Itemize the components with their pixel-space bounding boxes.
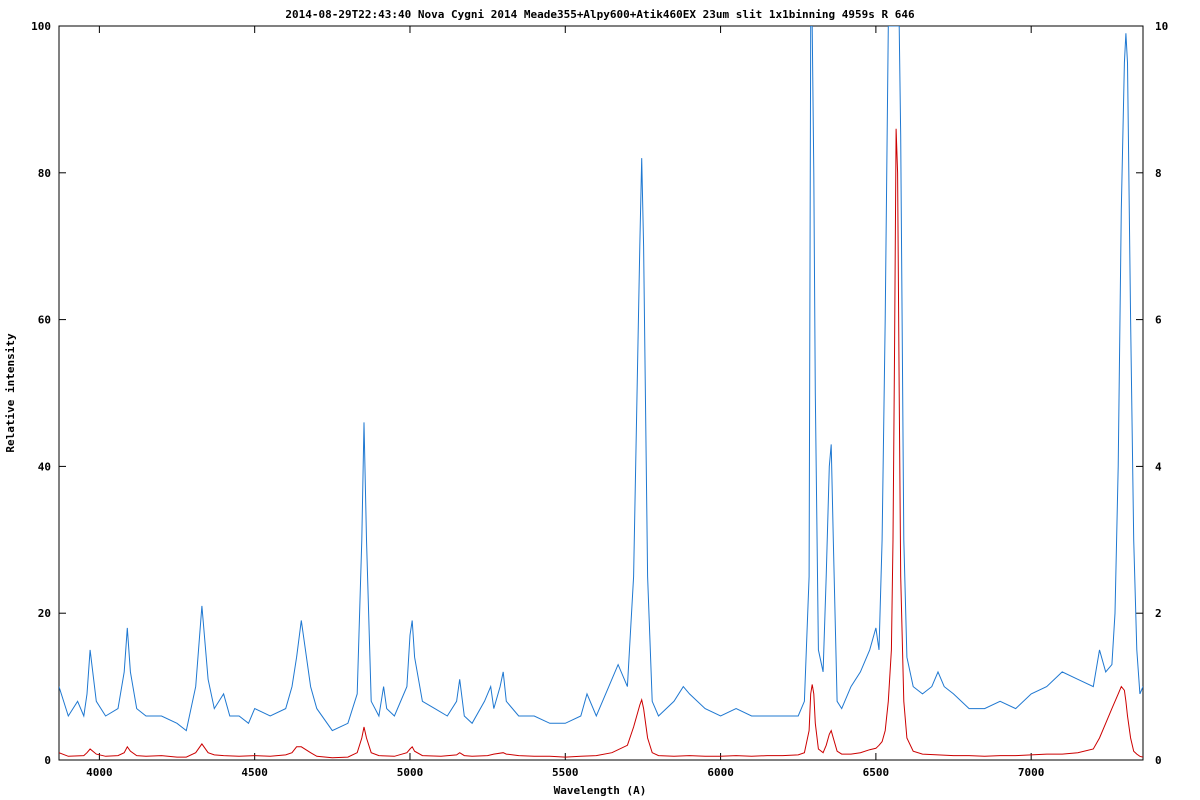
y-tick-label: 20 bbox=[38, 607, 51, 620]
series-layer bbox=[59, 26, 1143, 759]
x-axis-label: Wavelength (A) bbox=[554, 784, 647, 797]
x-tick-label: 7000 bbox=[1018, 766, 1045, 779]
chart-title: 2014-08-29T22:43:40 Nova Cygni 2014 Mead… bbox=[285, 8, 915, 21]
series-line-red bbox=[59, 128, 1143, 759]
x-tick-label: 4000 bbox=[86, 766, 113, 779]
y-tick-label: 60 bbox=[38, 314, 51, 327]
x-tick-label: 6500 bbox=[863, 766, 890, 779]
y2-tick-label: 6 bbox=[1155, 314, 1162, 327]
axis-ticks: 4000 4500 5000 5500 6000 6500 7000020406080100… bbox=[31, 20, 1168, 779]
series-line-blue bbox=[59, 26, 1143, 732]
y-tick-label: 100 bbox=[31, 20, 51, 33]
y2-tick-label: 8 bbox=[1155, 167, 1162, 180]
x-tick-label: 5000 bbox=[397, 766, 424, 779]
plot-frame bbox=[58, 25, 1144, 761]
y2-tick-label: 10 bbox=[1155, 20, 1168, 33]
y-tick-label: 40 bbox=[38, 460, 51, 473]
y2-tick-label: 4 bbox=[1155, 460, 1162, 473]
y-tick-label: 80 bbox=[38, 167, 51, 180]
y-axis-label: Relative intensity bbox=[4, 333, 17, 453]
y2-tick-label: 0 bbox=[1155, 754, 1162, 767]
x-tick-label: 6000 bbox=[707, 766, 734, 779]
y2-tick-label: 2 bbox=[1155, 607, 1162, 620]
x-tick-label: 4500 bbox=[241, 766, 268, 779]
x-tick-label: 5500 bbox=[552, 766, 579, 779]
y-tick-label: 0 bbox=[44, 754, 51, 767]
